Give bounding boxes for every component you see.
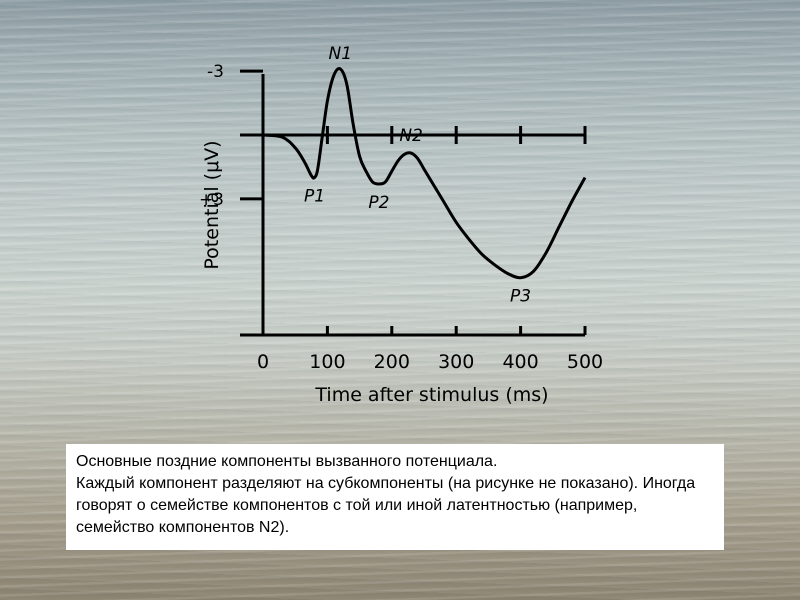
caption-box: Основные поздние компоненты вызванного п…: [66, 444, 724, 550]
x-tick-label: 300: [438, 351, 474, 373]
peak-label-p3: P3: [510, 287, 531, 307]
x-axis-label: Time after stimulus (ms): [314, 384, 548, 406]
x-tick-label: 400: [502, 351, 538, 373]
y-axis-label: Potential (μV): [201, 140, 223, 269]
x-tick-label: 500: [567, 351, 603, 373]
caption-title: Основные поздние компоненты вызванного п…: [76, 453, 498, 470]
peak-label-n2: N2: [399, 126, 423, 146]
erp-waveform-line: [262, 67, 587, 280]
caption-body: Каждый компонент разделяют на субкомпоне…: [76, 475, 696, 536]
y-tick-label: +3: [199, 190, 224, 210]
peak-label-p2: P2: [368, 193, 389, 213]
x-tick-label: 200: [374, 351, 410, 373]
x-tick-label: 100: [309, 351, 345, 373]
peak-label-p1: P1: [304, 187, 325, 207]
x-tick-label: 0: [257, 351, 269, 373]
peak-label-n1: N1: [329, 44, 353, 64]
y-tick-label: -3: [207, 62, 224, 82]
